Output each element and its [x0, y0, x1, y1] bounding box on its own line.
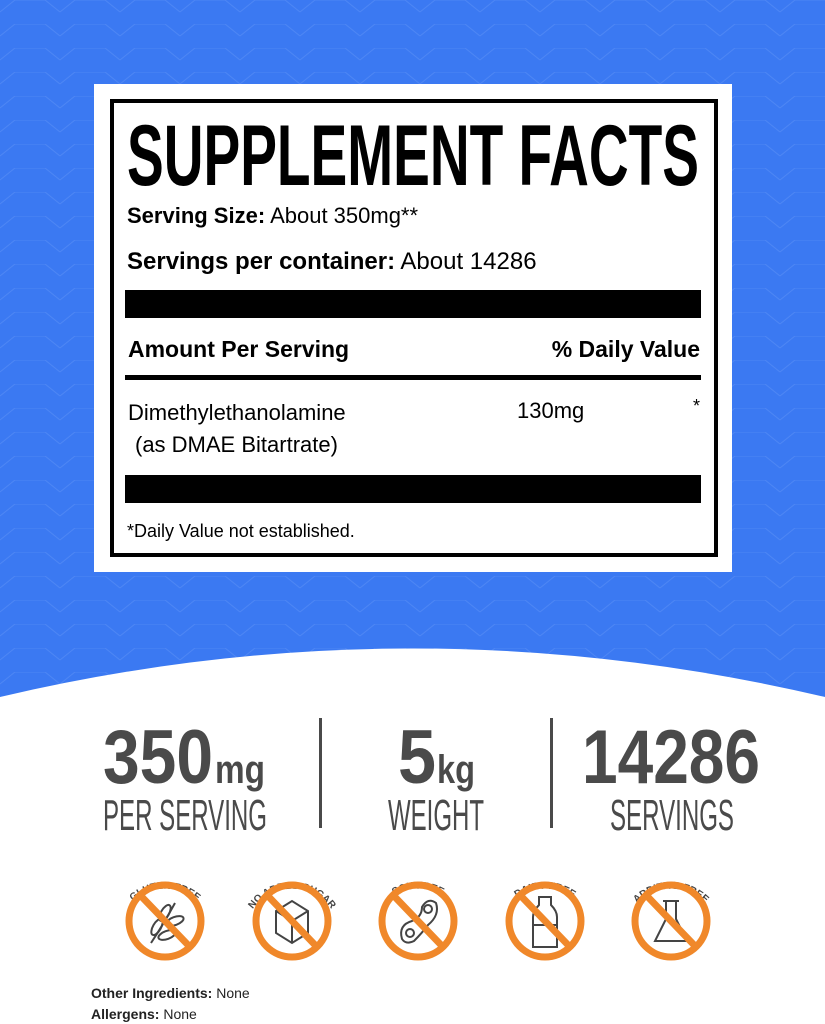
title: SUPPLEMENT FACTS — [127, 121, 699, 191]
allergens: Allergens: None — [91, 1006, 197, 1022]
serving-size-row: Serving Size: About 350mg** — [127, 203, 418, 229]
divider-bar-bottom — [125, 475, 701, 503]
supplement-facts-panel: SUPPLEMENT FACTS Serving Size: About 350… — [110, 99, 718, 557]
prohibition-slash — [264, 892, 320, 950]
badge-additive-free: ADDITIVE FREE — [631, 881, 711, 961]
divider-bar-top — [125, 290, 701, 318]
servings-label: Servings per container: — [127, 248, 396, 275]
dv-header: % Daily Value — [551, 336, 700, 362]
badge-soy-free: SOY FREE — [378, 881, 458, 961]
divider-rule — [125, 375, 701, 380]
prohibition-circle — [125, 881, 205, 961]
footnote: *Daily Value not established. — [127, 521, 355, 541]
prohibition-circle — [378, 881, 458, 961]
other-ingredients-value: None — [216, 985, 250, 1001]
stat-servings: 14286 SERVINGS — [582, 715, 760, 840]
amount-header: Amount Per Serving — [128, 336, 350, 362]
servings-row: Servings per container: About 14286 — [127, 248, 537, 276]
ingredient-name: Dimethylethanolamine — [128, 400, 346, 425]
prohibition-slash — [517, 892, 573, 950]
stat-caption: WEIGHT — [388, 791, 484, 840]
stat-caption: SERVINGS — [610, 791, 734, 840]
servings-value: About 14286 — [400, 248, 537, 275]
badges-row: GLUTEN FREE NO ADDED SUGAR SOY FREE DAIR… — [125, 881, 711, 961]
other-ingredients-label: Other Ingredients: — [91, 985, 213, 1001]
badge-gluten-free: GLUTEN FREE — [125, 881, 205, 961]
prohibition-circle — [252, 881, 332, 961]
other-ingredients: Other Ingredients: None — [91, 985, 250, 1001]
serving-size-label: Serving Size: — [127, 203, 266, 228]
soybean-icon — [400, 899, 438, 944]
prohibition-slash — [390, 892, 446, 950]
stat-number: 350 — [103, 715, 213, 800]
allergens-label: Allergens: — [91, 1006, 160, 1022]
ingredient-dv: * — [693, 396, 701, 416]
prohibition-circle — [505, 881, 585, 961]
ingredient-form: (as DMAE Bitartrate) — [135, 432, 338, 457]
stat-number: 5 — [398, 715, 436, 800]
prohibition-circle — [631, 881, 711, 961]
badge-no-added-sugar: NO ADDED SUGAR — [246, 881, 338, 961]
stat-unit: kg — [437, 748, 475, 792]
stat-unit: mg — [215, 748, 265, 792]
badge-dairy-free: DAIRY FREE — [505, 881, 585, 961]
stat-per-serving: 350 mg PER SERVING — [103, 715, 267, 840]
supplement-facts-card: SUPPLEMENT FACTS Serving Size: About 350… — [94, 84, 732, 572]
stat-number: 14286 — [582, 715, 760, 800]
serving-size-value: About 350mg** — [270, 203, 419, 228]
stat-caption: PER SERVING — [103, 791, 267, 840]
title-svg: SUPPLEMENT FACTS — [127, 121, 699, 191]
ingredient-amount: 130mg — [517, 398, 585, 423]
prohibition-slash — [137, 892, 193, 950]
white-curve — [0, 648, 825, 1024]
prohibition-slash — [643, 892, 699, 950]
stat-divider — [550, 718, 553, 828]
stats-row: 350 mg PER SERVING 5 kg WEIGHT 14286 SER… — [103, 715, 760, 840]
stat-weight: 5 kg WEIGHT — [388, 715, 484, 840]
stat-divider — [319, 718, 322, 828]
allergens-value: None — [163, 1006, 197, 1022]
